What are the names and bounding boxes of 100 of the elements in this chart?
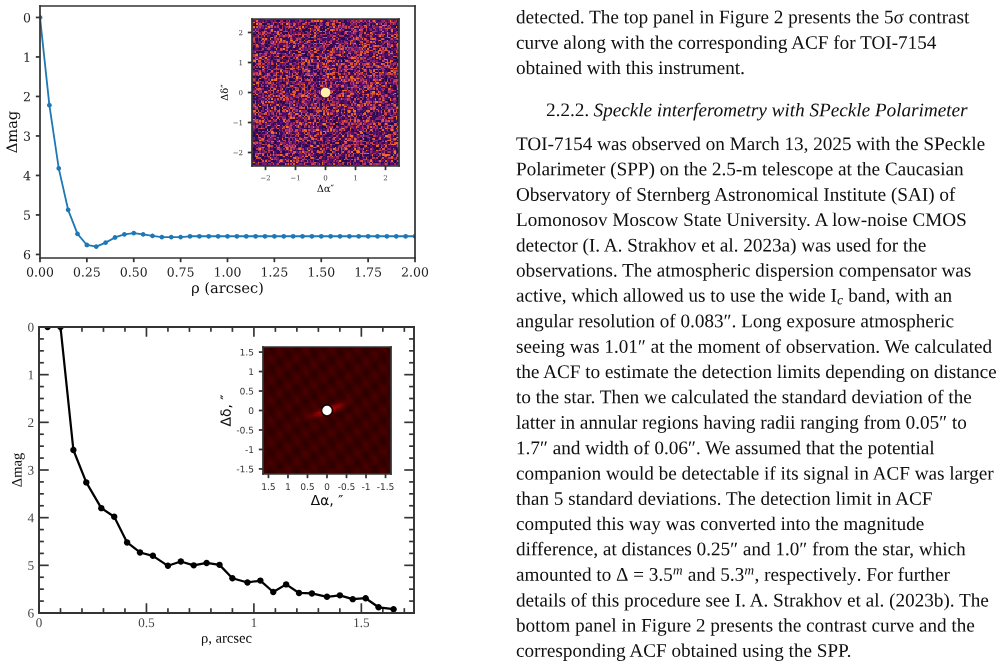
y-tick-label: 1 [28, 370, 34, 380]
point [177, 558, 185, 565]
y-tick-label: -1 [245, 446, 254, 453]
x-tick-label: -1 [361, 483, 370, 490]
point [282, 581, 290, 588]
point [336, 592, 344, 599]
point [253, 233, 258, 239]
point [197, 233, 202, 239]
x-tick-label: 0.25 [73, 267, 100, 277]
point [243, 233, 249, 239]
x-axis-title: Δα″ [317, 184, 334, 193]
x-tick-label: 0.5 [138, 618, 155, 628]
x-axis-title: ρ, arcsec [201, 635, 252, 646]
y-tick-label: 0 [23, 12, 31, 23]
y-tick-label: 1 [24, 52, 30, 62]
point [281, 233, 287, 239]
point [257, 577, 264, 584]
point [375, 604, 382, 611]
point [308, 590, 316, 597]
point [318, 233, 324, 239]
point [187, 233, 193, 239]
y-tick-label: 6 [28, 608, 34, 618]
point [328, 233, 333, 239]
x-tick-label: 0.50 [120, 267, 147, 277]
x-tick-label: 1.00 [215, 267, 241, 277]
x-tick-label: 0 [36, 618, 42, 628]
y-tick-label: 4 [27, 513, 34, 523]
point [216, 561, 223, 569]
point [262, 233, 268, 239]
y-tick-label: 1.5 [240, 348, 254, 356]
y-axis-title: Δmag [11, 453, 25, 487]
x-axis-title: Δα, ″ [310, 494, 343, 507]
point [190, 562, 197, 569]
point [206, 233, 212, 239]
x-tick-label: 1.50 [308, 267, 335, 277]
y-tick-label: -0.5 [236, 426, 254, 434]
point [337, 233, 343, 239]
x-tick-label: 0.75 [167, 267, 194, 277]
point [93, 244, 99, 249]
point [375, 233, 380, 239]
point [203, 559, 210, 567]
point [122, 231, 127, 237]
y-tick-label: 6 [23, 249, 31, 260]
point [103, 240, 108, 245]
x-tick-label: 1 [286, 483, 291, 490]
point [347, 233, 352, 239]
point [229, 575, 236, 582]
y-tick-label: 0 [248, 407, 254, 415]
point [47, 102, 52, 108]
x-tick-label: -0.5 [338, 483, 355, 491]
point [403, 233, 408, 239]
y-axis-title: Δδ″ [220, 84, 229, 101]
y-tick-label: 0 [28, 322, 34, 332]
point [295, 589, 303, 597]
point [272, 233, 277, 239]
point [244, 579, 251, 586]
point [300, 233, 305, 239]
x-axis-title: ρ (arcsec) [192, 281, 263, 297]
point [323, 593, 331, 600]
y-tick-label: 2 [23, 91, 30, 102]
x-tick-label: 1.5 [262, 483, 275, 491]
x-tick-label: 1.25 [261, 267, 288, 277]
point [70, 446, 77, 454]
x-tick-label: 0.5 [300, 483, 314, 491]
y-tick-label: 1 [249, 368, 254, 375]
y-tick-label: 5 [28, 561, 34, 571]
point [83, 479, 90, 486]
y-tick-label: 3 [28, 465, 34, 475]
y-tick-label: 4 [23, 170, 31, 181]
point [393, 233, 399, 239]
text: TOI-7154 was observed on March 13, 2025 with the SPeckle Polarimeter (SPP) on the 2.5-m telescope at the Caucasian Observatory of Sternberg Astronomical Institute (SAI) of Lomonosov Moscow State University. A low-noise CMOS detector (I. A. Strakhov et al. 2023a) was used for the observations. The atmospheric dispersion compensator was active, which allowed us to use the wide I$_{c}$ band, with an angular resolution of 0.083″. Long exposure atmospheric seeing was 1.01″ at the moment of observation. We calculated the ACF to estimate the detection limits depending on distance to the star. Then we calculated the standard deviation of the latter in annular regions having radii ranging from 0.05″ to 1.7″ and width of 0.06″. We assumed that the potential companion would be detectable if its signal in ACF was larger than 5 standard deviations. The detection limit in ACF computed this way was converted into the magnitude difference, at distances 0.25″ and 1.0″ from the star, which amounted to Δ = 3.5$^{m}$ and 5.3$^{m}$, respectively. For further details of this procedure see I. A. Strakhov et al. (2023b). The bottom panel in Figure 2 presents the contrast curve and the corresponding ACF obtained using the SPP. [516, 136, 997, 661]
x-tick-label: 1.5 [354, 618, 370, 628]
y-tick-label: 0.5 [240, 387, 254, 395]
y-axis-title: Δδ, ″ [220, 394, 233, 427]
point [149, 552, 157, 559]
point [225, 233, 230, 239]
point [140, 231, 146, 237]
point [390, 605, 397, 613]
y-tick-label: -1.5 [236, 465, 254, 473]
point [164, 562, 172, 569]
x-tick-label: 0.00 [26, 267, 54, 277]
point [131, 230, 137, 236]
x-tick-label: -1.5 [377, 483, 394, 491]
x-tick-label: 2.00 [401, 267, 429, 277]
point [123, 539, 131, 546]
x-tick-label: 0 [324, 483, 330, 491]
x-tick-label: 1.75 [355, 267, 382, 277]
point [98, 504, 105, 512]
text: 2.2.2. Speckle interferometry with SPeckle Polarimeter [546, 102, 968, 121]
point [111, 513, 118, 520]
y-tick-label: 5 [24, 210, 31, 220]
y-tick-label: 2 [28, 418, 34, 427]
point [356, 233, 362, 239]
text: detected. The top panel in Figure 2 presents the 5σ contrast curve along with the corresponding ACF for TOI-7154 obtained with this instrument. [516, 10, 970, 75]
y-tick-label: 3 [23, 131, 31, 141]
point [362, 595, 369, 602]
point [349, 595, 356, 603]
point [136, 549, 144, 556]
y-axis-title: Δmag [6, 111, 21, 153]
point [56, 165, 62, 171]
